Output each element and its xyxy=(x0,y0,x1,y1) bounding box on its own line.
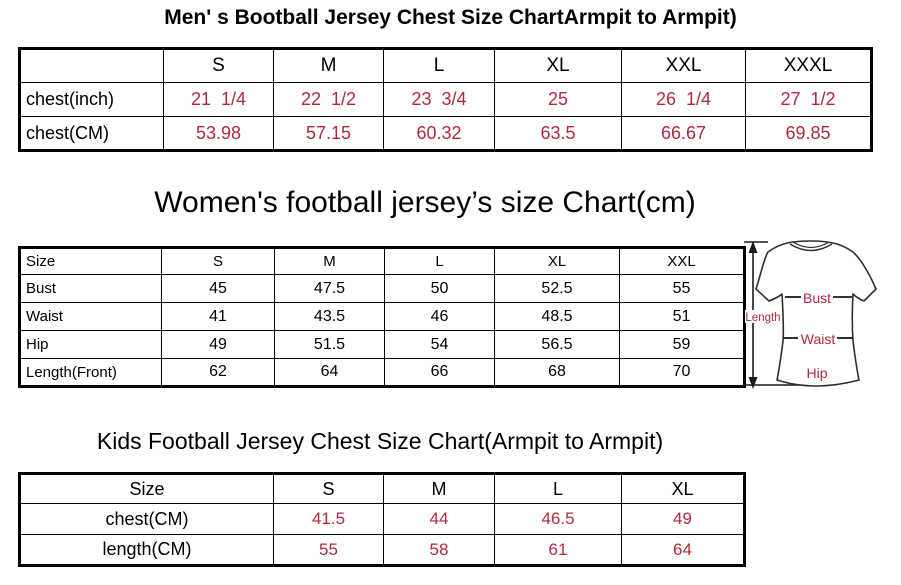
cell-value: 44 xyxy=(383,503,495,535)
cell-value: 51.5 xyxy=(274,330,385,359)
column-header: S xyxy=(161,247,275,275)
tshirt-measurement-diagram: Length Bust Waist Hip xyxy=(744,240,877,389)
column-header: M xyxy=(383,473,495,504)
cell-value: 27 1/2 xyxy=(745,82,872,117)
hip-label: Hip xyxy=(806,365,827,381)
column-header: XXXL xyxy=(745,48,872,83)
women-size-table: Size S M L XL XXL Bust 45 47.5 50 52.5 55 Waist 41 43… xyxy=(18,246,746,388)
row-label: Waist xyxy=(19,302,162,331)
cell-value: 49 xyxy=(161,330,275,359)
bust-label: Bust xyxy=(803,290,831,306)
table-row: Length(Front) 62 64 66 68 70 xyxy=(19,358,745,387)
cell-value: 62 xyxy=(161,358,275,387)
column-header: M xyxy=(273,48,384,83)
tshirt-outline xyxy=(755,240,877,387)
header-row: S M L XL XXL XXXL xyxy=(19,48,872,83)
cell-value: 46 xyxy=(384,302,495,331)
collar-inner-line xyxy=(792,241,830,249)
cell-value: 26 1/4 xyxy=(621,82,746,117)
table-row: Hip 49 51.5 54 56.5 59 xyxy=(19,330,745,359)
collar-outer-line xyxy=(789,243,833,252)
column-header: XL xyxy=(621,473,745,504)
cell-value: 54 xyxy=(384,330,495,359)
cell-value: 46.5 xyxy=(494,503,622,535)
cell-value: 48.5 xyxy=(494,302,620,331)
length-label-backing xyxy=(745,310,782,323)
row-label: chest(CM) xyxy=(19,116,164,151)
table-row: chest(inch) 21 1/4 22 1/2 23 3/4 25 26 1/4 27 … xyxy=(19,82,872,117)
row-label: Length(Front) xyxy=(19,358,162,387)
column-header: L xyxy=(383,48,495,83)
cell-value: 57.15 xyxy=(273,116,384,151)
kids-chart-title: Kids Football Jersey Chest Size Chart(Ar… xyxy=(96,428,664,454)
men-size-table: S M L XL XXL XXXL chest(inch) 21 1/4 22 1/2 23 3… xyxy=(18,47,873,152)
cell-value: 21 1/4 xyxy=(163,82,274,117)
column-header: L xyxy=(494,473,622,504)
table-row: length(CM) 55 58 61 64 xyxy=(19,534,745,566)
cell-value: 53.98 xyxy=(163,116,274,151)
column-header: S xyxy=(273,473,384,504)
cell-value: 49 xyxy=(621,503,745,535)
length-label: Length xyxy=(745,312,780,324)
cell-value: 59 xyxy=(619,330,745,359)
cell-value: 41.5 xyxy=(273,503,384,535)
row-label: Hip xyxy=(19,330,162,359)
cell-value: 47.5 xyxy=(274,274,385,303)
column-header xyxy=(19,48,164,83)
cell-value: 55 xyxy=(619,274,745,303)
column-header: L xyxy=(384,247,495,275)
row-label: chest(CM) xyxy=(19,503,274,535)
cell-value: 41 xyxy=(161,302,275,331)
header-row: Size S M L XL XXL xyxy=(19,247,745,275)
column-header: XL xyxy=(494,48,622,83)
cell-value: 55 xyxy=(273,534,384,566)
column-header: XXL xyxy=(621,48,746,83)
cell-value: 68 xyxy=(494,358,620,387)
cell-value: 69.85 xyxy=(745,116,872,151)
cell-value: 64 xyxy=(621,534,745,566)
men-chart-title: Men' s Bootball Jersey Chest Size ChartA… xyxy=(164,6,737,29)
column-header: Size xyxy=(19,247,162,275)
cell-value: 52.5 xyxy=(494,274,620,303)
table-row: Waist 41 43.5 46 48.5 51 xyxy=(19,302,745,331)
cell-value: 56.5 xyxy=(494,330,620,359)
cell-value: 23 3/4 xyxy=(383,82,495,117)
table-row: chest(CM) 53.98 57.15 60.32 63.5 66.67 69.85 xyxy=(19,116,872,151)
column-header: M xyxy=(274,247,385,275)
arrow-head-down xyxy=(748,377,758,389)
cell-value: 66 xyxy=(384,358,495,387)
column-header: XL xyxy=(494,247,620,275)
cell-value: 22 1/2 xyxy=(273,82,384,117)
kids-size-table: Size S M L XL chest(CM) 41.5 44 46.5 49 length(CM… xyxy=(18,472,746,567)
cell-value: 64 xyxy=(274,358,385,387)
cell-value: 58 xyxy=(383,534,495,566)
cell-value: 61 xyxy=(494,534,622,566)
column-header: S xyxy=(163,48,274,83)
cell-value: 45 xyxy=(161,274,275,303)
table-row: chest(CM) 41.5 44 46.5 49 xyxy=(19,503,745,535)
column-header: XXL xyxy=(619,247,745,275)
cell-value: 70 xyxy=(619,358,745,387)
women-chart-title: Women's football jersey’s size Chart(cm) xyxy=(154,186,696,219)
column-header: Size xyxy=(19,473,274,504)
row-label: chest(inch) xyxy=(19,82,164,117)
header-row: Size S M L XL xyxy=(19,473,745,504)
cell-value: 60.32 xyxy=(383,116,495,151)
cell-value: 66.67 xyxy=(621,116,746,151)
cell-value: 25 xyxy=(494,82,622,117)
table-row: Bust 45 47.5 50 52.5 55 xyxy=(19,274,745,303)
row-label: Bust xyxy=(19,274,162,303)
waist-label: Waist xyxy=(801,331,836,347)
cell-value: 63.5 xyxy=(494,116,622,151)
row-label: length(CM) xyxy=(19,534,274,566)
cell-value: 51 xyxy=(619,302,745,331)
arrow-head-up xyxy=(748,241,758,253)
cell-value: 43.5 xyxy=(274,302,385,331)
cell-value: 50 xyxy=(384,274,495,303)
